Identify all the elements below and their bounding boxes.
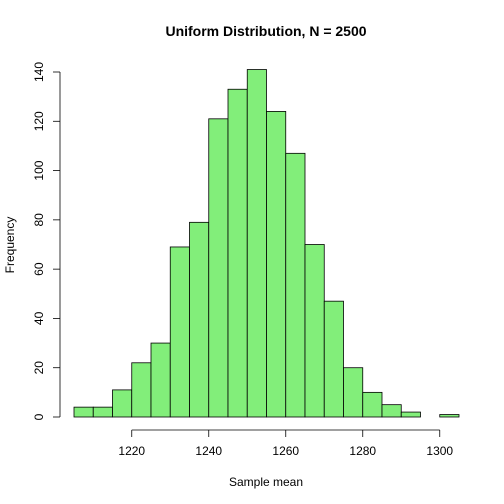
histogram-bar bbox=[169, 246, 190, 418]
x-tick-label: 1300 bbox=[426, 444, 453, 458]
y-tick-label: 0 bbox=[32, 413, 46, 420]
histogram-bar bbox=[343, 367, 364, 418]
histogram-bar bbox=[285, 152, 306, 418]
y-tick-label: 80 bbox=[32, 213, 46, 227]
x-tick-label: 1220 bbox=[118, 444, 145, 458]
x-axis: 1220 1240 1260 1280 1300 bbox=[118, 429, 453, 458]
histogram-bar bbox=[150, 342, 171, 418]
x-tick-label: 1280 bbox=[349, 444, 376, 458]
histogram-bar bbox=[439, 414, 460, 418]
y-tick-label: 20 bbox=[32, 361, 46, 375]
y-axis: 0 20 40 60 80 100 120 140 bbox=[32, 62, 61, 420]
x-tick-label: 1260 bbox=[272, 444, 299, 458]
y-tick-label: 100 bbox=[32, 160, 46, 180]
histogram-bar bbox=[112, 389, 133, 418]
bars-group bbox=[73, 69, 460, 418]
histogram-bar bbox=[362, 391, 383, 418]
histogram-bar bbox=[227, 88, 248, 418]
histogram-bar bbox=[131, 362, 152, 418]
histogram-bar bbox=[189, 221, 210, 418]
y-tick-label: 40 bbox=[32, 311, 46, 325]
y-tick-label: 60 bbox=[32, 262, 46, 276]
y-axis-label: Frequency bbox=[3, 217, 17, 274]
x-axis-label: Sample mean bbox=[229, 475, 303, 489]
histogram-bar bbox=[323, 300, 344, 418]
x-tick-label: 1240 bbox=[195, 444, 222, 458]
histogram-bar bbox=[266, 111, 287, 418]
histogram-bar bbox=[381, 404, 402, 418]
histogram-bar bbox=[73, 406, 94, 418]
histogram-bar bbox=[92, 406, 113, 418]
chart-title: Uniform Distribution, N = 2500 bbox=[165, 23, 366, 39]
y-tick-label: 140 bbox=[32, 62, 46, 82]
histogram-bar bbox=[208, 118, 229, 418]
y-tick-label: 120 bbox=[32, 111, 46, 131]
histogram-bar bbox=[400, 411, 421, 418]
histogram-bar bbox=[304, 244, 325, 418]
histogram-bar bbox=[246, 69, 267, 418]
